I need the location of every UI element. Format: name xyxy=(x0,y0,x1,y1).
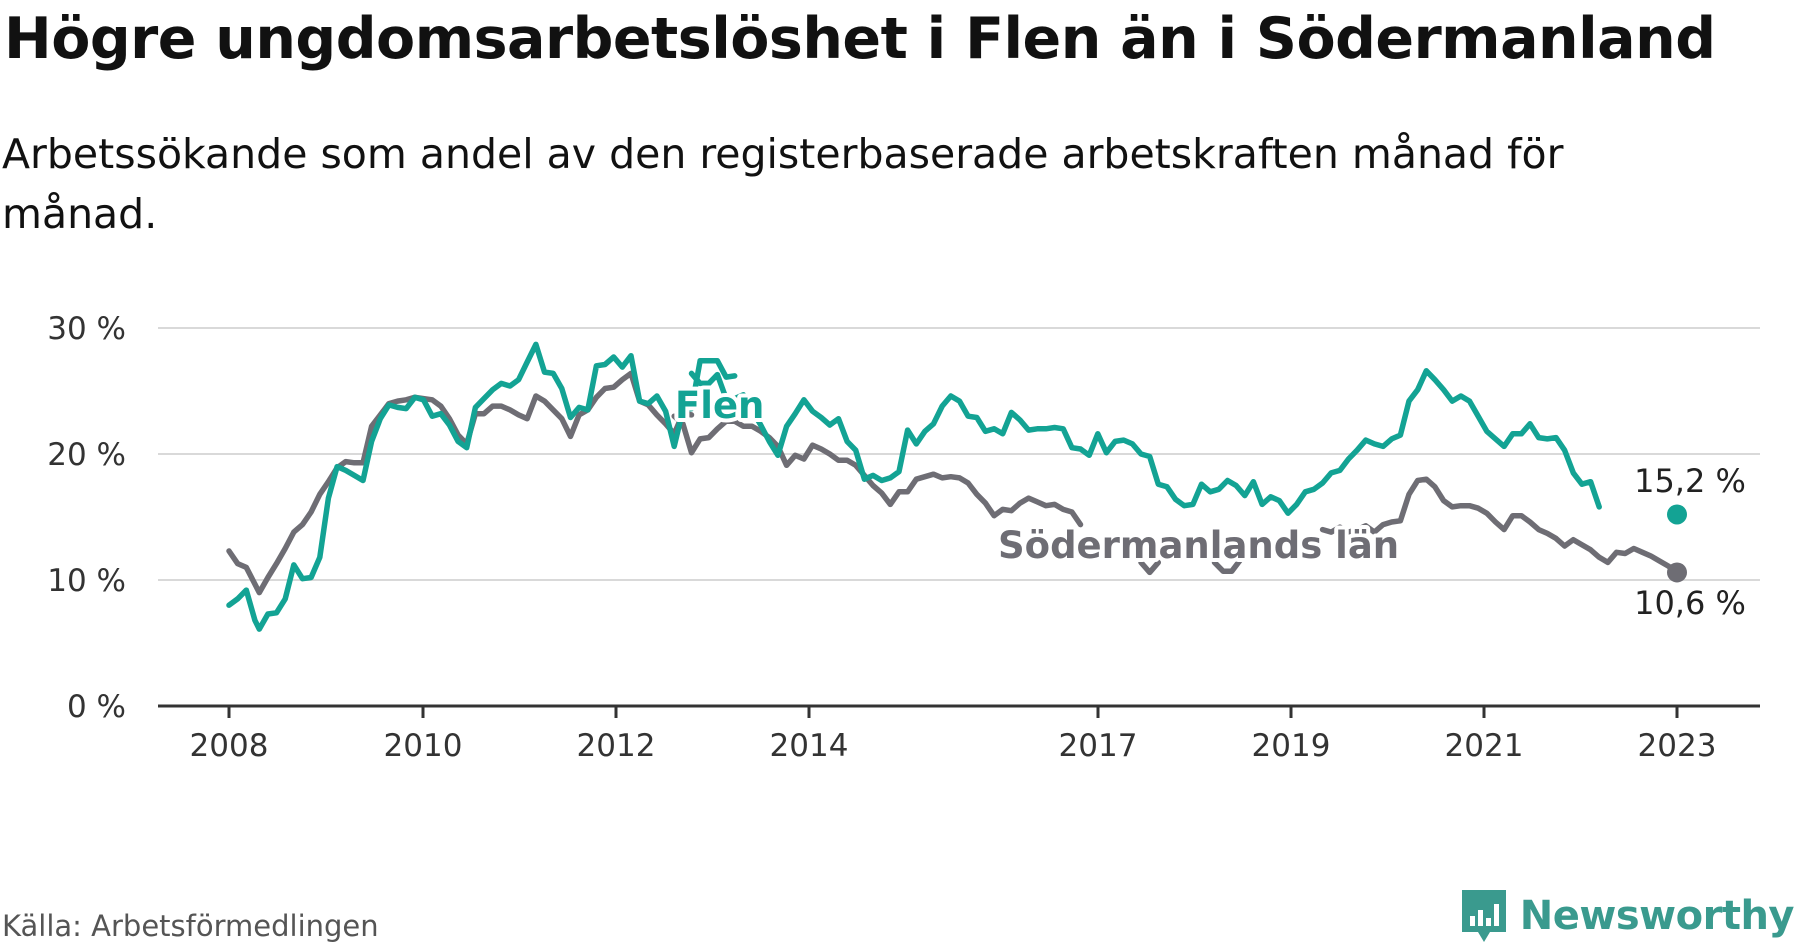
end-label-flen: 15,2 % xyxy=(1634,462,1746,500)
y-tick-label: 20 % xyxy=(47,437,126,473)
x-tick-label: 2014 xyxy=(770,728,849,764)
series-line-flen xyxy=(226,341,738,632)
series-line-flen xyxy=(688,368,1602,516)
x-tick-label: 2010 xyxy=(384,728,463,764)
y-tick-label: 10 % xyxy=(47,563,126,599)
chart-title: Högre ungdomsarbetslöshet i Flen än i Sö… xyxy=(4,6,1716,72)
series-line-lan xyxy=(1211,557,1244,574)
y-tick-label: 30 % xyxy=(47,311,126,347)
brand-name: Newsworthy xyxy=(1519,893,1795,939)
labels: 15,2 % 10,6 % Flen Södermanlands län xyxy=(671,380,1746,622)
x-tick-label: 2017 xyxy=(1059,728,1138,764)
end-label-lan: 10,6 % xyxy=(1634,584,1746,622)
x-tick-label: 2019 xyxy=(1252,728,1331,764)
source-note: Källa: Arbetsförmedlingen xyxy=(2,909,379,943)
series-line-lan xyxy=(671,413,1084,528)
x-tick-label: 2023 xyxy=(1638,728,1717,764)
series-line-lan xyxy=(1138,559,1162,576)
end-point-lan xyxy=(1667,562,1687,583)
x-tick-label: 2012 xyxy=(577,728,656,764)
chart-subtitle: Arbetssökande som andel av den registerb… xyxy=(2,130,1564,238)
series-line-lan xyxy=(1319,476,1680,576)
series xyxy=(226,341,1687,632)
newsworthy-logo-icon xyxy=(1461,890,1506,942)
end-point-flen xyxy=(1667,504,1687,525)
series-label-flen: Flen xyxy=(675,384,764,427)
x-tick-label: 2021 xyxy=(1445,728,1524,764)
gridlines xyxy=(158,327,1760,581)
series-line-lan xyxy=(226,370,695,596)
y-tick-label: 0 % xyxy=(67,689,126,725)
axes: 0 % 10 % 20 % 30 % 2008 2010 2012 2014 2017 2019 2… xyxy=(47,311,1760,764)
series-label-lan: Södermanlands län xyxy=(998,524,1399,567)
x-tick-label: 2008 xyxy=(190,728,269,764)
brand[interactable]: Newsworthy xyxy=(1460,888,1795,944)
